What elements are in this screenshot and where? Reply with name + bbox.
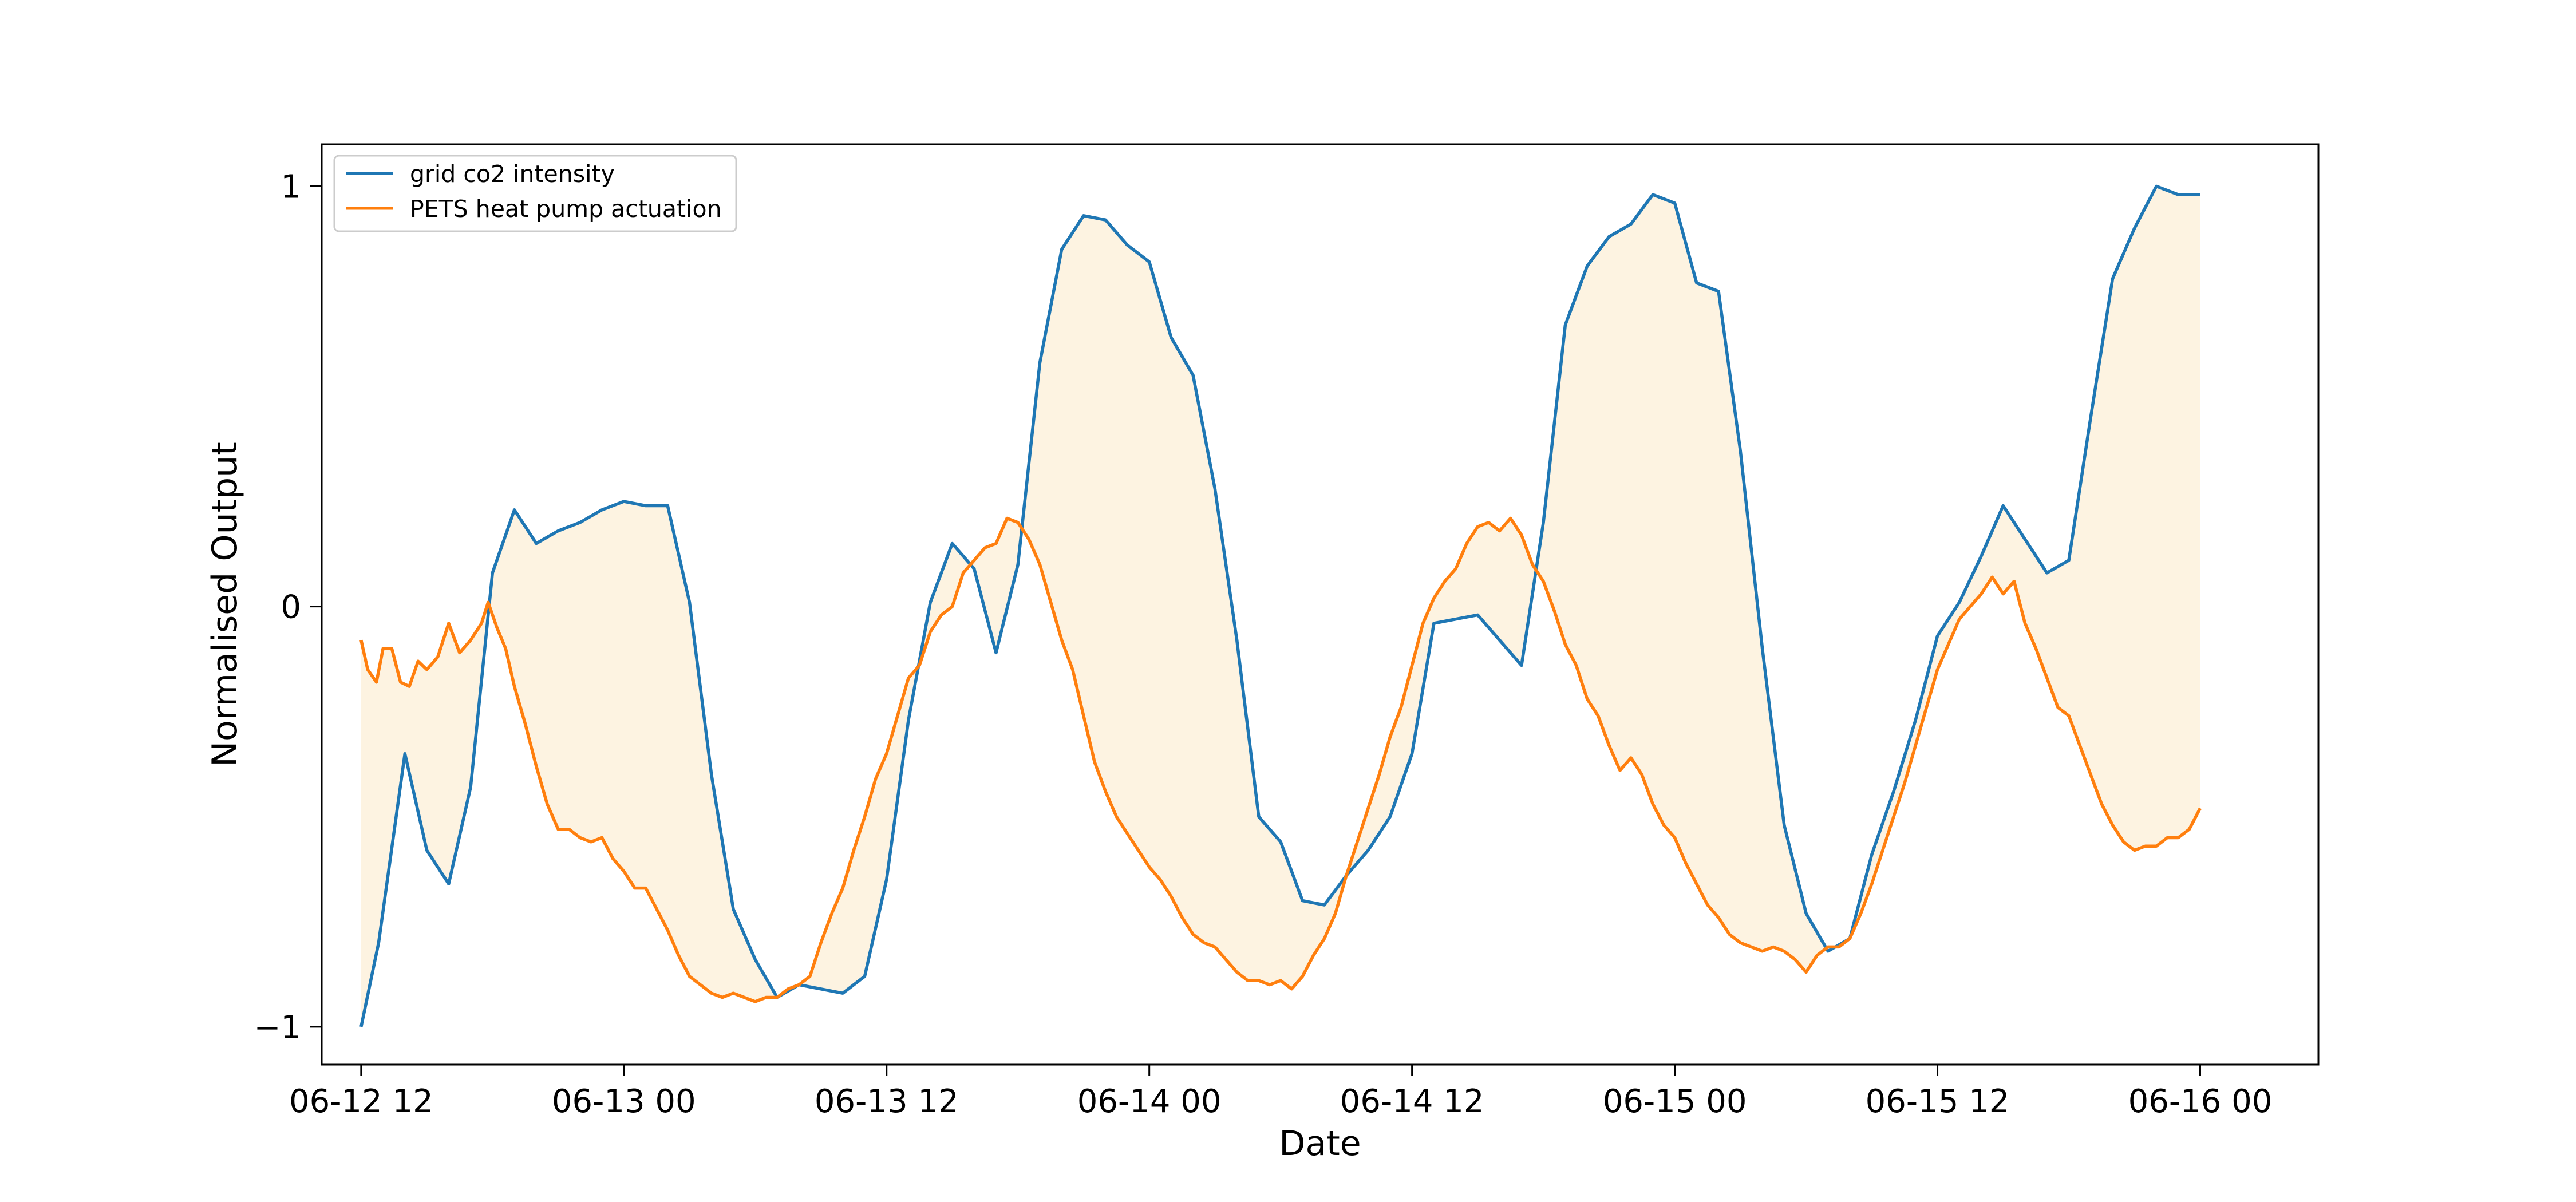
x-tick-label: 06-13 12	[815, 1083, 959, 1120]
y-tick-label: 0	[280, 589, 301, 626]
y-tick-label: 1	[280, 168, 301, 205]
x-tick-label: 06-15 12	[1866, 1083, 2010, 1120]
series-line-grid-co2	[359, 184, 2200, 1027]
x-tick-label: 06-14 00	[1077, 1083, 1222, 1120]
series-lines	[359, 184, 2202, 1027]
legend-label-grid-co2: grid co2 intensity	[410, 160, 615, 188]
x-tick-label: 06-13 00	[552, 1083, 696, 1120]
x-tick-label: 06-15 00	[1603, 1083, 1747, 1120]
fill-between-region	[361, 186, 2200, 1027]
y-axis-label: Normalised Output	[205, 442, 245, 767]
x-tick-label: 06-14 12	[1340, 1083, 1484, 1120]
legend: grid co2 intensity PETS heat pump actuat…	[333, 155, 737, 232]
legend-label-pets-heat-pump: PETS heat pump actuation	[410, 195, 722, 223]
y-axis: −1 0 1	[254, 168, 322, 1046]
x-axis-label: Date	[1279, 1124, 1361, 1164]
x-axis: 06-12 12 06-13 00 06-13 12 06-14 00 06-14 12…	[289, 1065, 2272, 1120]
x-tick-label: 06-16 00	[2128, 1083, 2273, 1120]
series-line-pets-heat-pump	[359, 516, 2202, 1003]
fill-between-area	[361, 186, 2200, 1027]
y-tick-label: −1	[254, 1009, 301, 1046]
x-tick-label: 06-12 12	[289, 1083, 433, 1120]
plot-frame	[321, 143, 2320, 1066]
legend-box	[333, 155, 737, 232]
